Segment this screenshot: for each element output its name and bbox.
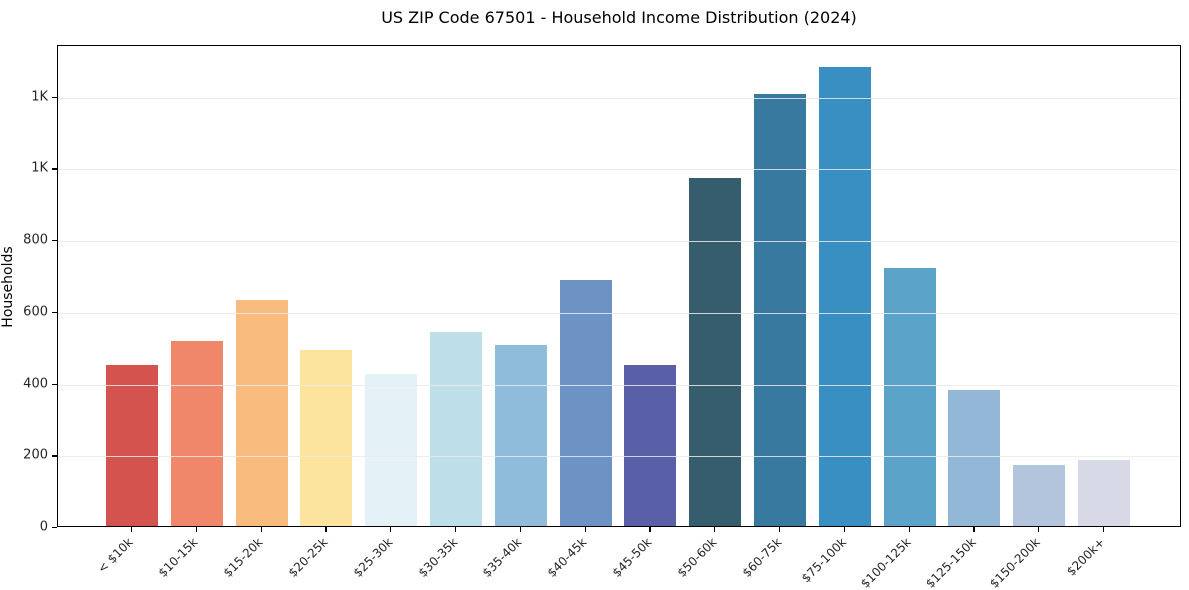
bar-$150-200k — [1013, 465, 1066, 526]
x-tick-mark — [843, 527, 846, 532]
y-tick-mark — [52, 383, 57, 385]
x-tick-mark — [584, 527, 586, 532]
bar-$100-125k — [883, 267, 936, 526]
x-tick-label: $15-20k — [220, 535, 266, 580]
x-tick-label: $60-75k — [739, 535, 784, 580]
y-tick-label: 400 — [23, 376, 48, 392]
y-tick-label: 1K — [31, 89, 48, 105]
y-tick-label: 200 — [23, 447, 48, 463]
x-tick-label: $45-50k — [609, 535, 655, 580]
x-tick-label: $40-45k — [544, 535, 590, 580]
bar-$35-40k — [494, 344, 547, 526]
x-tick-label: $10-15k — [155, 535, 201, 580]
bar-$75-100k — [818, 66, 871, 526]
bar-$45-50k — [624, 364, 677, 526]
y-tick-mark — [52, 240, 57, 242]
x-tick-label: < $10k — [95, 535, 136, 576]
bar-$60-75k — [754, 93, 806, 526]
x-tick-label: $200k+ — [1064, 535, 1108, 579]
bar-$50-60k — [689, 178, 742, 526]
x-tick-mark — [908, 527, 910, 532]
gridline — [58, 241, 1180, 243]
y-tick-label: 600 — [23, 304, 48, 320]
y-tick-label: 1K — [31, 160, 48, 176]
y-tick-label: 0 — [39, 519, 48, 535]
y-tick-mark — [52, 168, 57, 170]
gridline — [58, 456, 1180, 458]
gridline — [58, 312, 1180, 314]
bar-$20-25k — [300, 350, 353, 526]
x-tick-label: $75-100k — [798, 535, 849, 586]
y-tick-mark — [52, 455, 57, 457]
bar-$15-20k — [235, 300, 288, 526]
bar-$125-150k — [948, 389, 1001, 526]
gridline — [58, 384, 1180, 386]
x-tick-mark — [131, 527, 133, 532]
x-tick-mark — [1038, 527, 1040, 532]
plot-area — [57, 45, 1181, 527]
x-tick-label: $25-30k — [350, 535, 396, 580]
x-tick-label: $100-125k — [857, 535, 914, 590]
y-tick-mark — [52, 96, 57, 98]
x-tick-label: $125-150k — [922, 535, 979, 590]
x-tick-label: $30-35k — [415, 535, 460, 580]
x-tick-mark — [260, 527, 262, 532]
y-tick-mark — [52, 311, 57, 314]
y-tick-label: 800 — [23, 232, 48, 248]
x-tick-label: $150-200k — [987, 535, 1044, 590]
bar-$10-15k — [170, 341, 223, 526]
x-tick-mark — [195, 527, 198, 532]
x-tick-mark — [649, 527, 651, 532]
x-tick-mark — [779, 527, 781, 532]
gridline — [58, 169, 1180, 171]
x-tick-mark — [455, 527, 457, 532]
x-tick-mark — [1103, 527, 1105, 532]
x-tick-mark — [390, 527, 392, 532]
x-tick-label: $35-40k — [479, 535, 525, 580]
bar-< $10k — [106, 364, 158, 526]
chart-title: US ZIP Code 67501 - Household Income Dis… — [381, 8, 857, 27]
x-tick-label: $50-60k — [674, 535, 720, 580]
x-tick-label: $20-25k — [285, 535, 331, 580]
bar-$40-45k — [559, 280, 612, 526]
x-tick-mark — [325, 527, 327, 532]
gridline — [58, 97, 1180, 99]
bar-$25-30k — [365, 373, 418, 526]
x-tick-mark — [519, 527, 522, 532]
bar-$30-35k — [430, 332, 482, 526]
x-tick-mark — [973, 527, 975, 532]
x-tick-mark — [714, 527, 716, 532]
bar-$200k+ — [1078, 459, 1130, 526]
y-tick-mark — [52, 527, 57, 529]
